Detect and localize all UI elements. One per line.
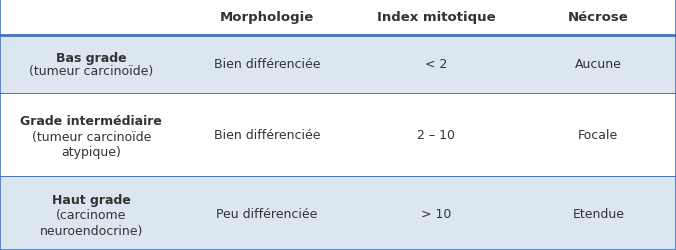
- Text: neuroendocrine): neuroendocrine): [40, 224, 143, 236]
- Text: Etendue: Etendue: [573, 207, 624, 220]
- Text: Bas grade: Bas grade: [56, 51, 126, 64]
- Bar: [0, 176, 676, 250]
- Bar: [0, 94, 676, 176]
- Text: > 10: > 10: [421, 207, 451, 220]
- Text: 2 – 10: 2 – 10: [417, 128, 455, 141]
- Text: Nécrose: Nécrose: [568, 12, 629, 24]
- Text: Haut grade: Haut grade: [52, 193, 130, 206]
- Text: Peu différenciée: Peu différenciée: [216, 207, 318, 220]
- Text: Bien différenciée: Bien différenciée: [214, 128, 320, 141]
- Text: Aucune: Aucune: [575, 58, 622, 71]
- Text: Focale: Focale: [578, 128, 619, 141]
- Text: (carcinome: (carcinome: [56, 208, 126, 221]
- Text: Morphologie: Morphologie: [220, 12, 314, 24]
- Text: atypique): atypique): [62, 146, 121, 158]
- Text: Index mitotique: Index mitotique: [377, 12, 496, 24]
- Bar: [0, 0, 676, 36]
- Text: (tumeur carcinoïde): (tumeur carcinoïde): [29, 65, 153, 78]
- Bar: [0, 36, 676, 94]
- Text: < 2: < 2: [425, 58, 448, 71]
- Text: Grade intermédiaire: Grade intermédiaire: [20, 114, 162, 128]
- Text: (tumeur carcinoïde: (tumeur carcinoïde: [32, 130, 151, 143]
- Text: Bien différenciée: Bien différenciée: [214, 58, 320, 71]
